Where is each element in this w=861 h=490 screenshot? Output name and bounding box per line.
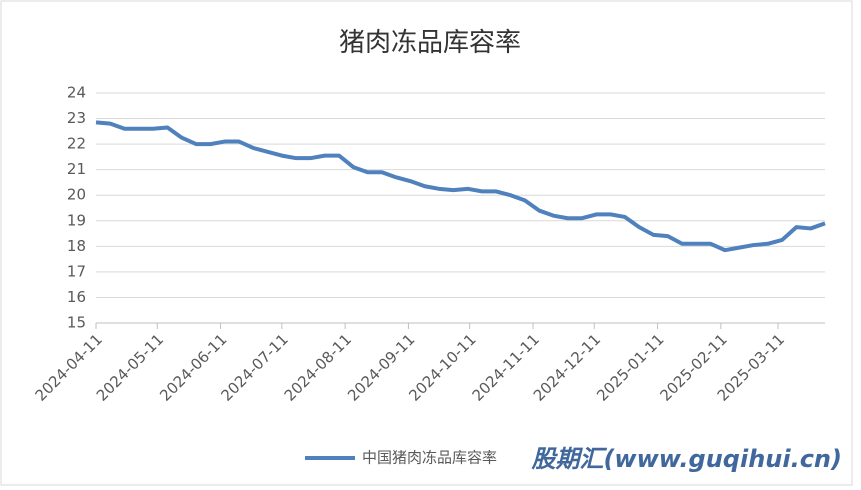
watermark: 股期汇(www.guqihui.cn) [530,445,842,473]
y-tick-label: 21 [67,160,86,178]
legend-label: 中国猪肉冻品库容率 [362,449,497,467]
y-tick-label: 17 [67,262,86,280]
y-tick-label: 20 [67,186,86,204]
y-tick-label: 23 [67,109,86,127]
y-tick-label: 16 [67,288,86,306]
y-tick-label: 18 [67,237,86,255]
chart-title: 猪肉冻品库容率 [339,28,521,58]
y-tick-label: 19 [67,211,86,229]
y-tick-label: 22 [67,135,86,153]
y-tick-label: 24 [67,84,86,102]
y-tick-label: 15 [67,314,86,332]
line-series [95,120,826,253]
